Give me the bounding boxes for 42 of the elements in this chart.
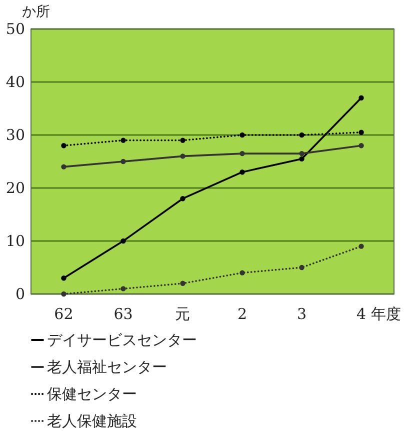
legend-label: 老人保健施設 <box>47 412 137 430</box>
point <box>61 276 66 281</box>
ytick: 20 <box>6 179 25 197</box>
point <box>358 130 364 135</box>
point <box>180 196 186 202</box>
ytick: 0 <box>15 285 25 303</box>
point <box>358 244 364 249</box>
xtick: 4 <box>356 305 366 323</box>
xtick: 62 <box>54 305 74 323</box>
point <box>180 138 186 143</box>
xtick: 2 <box>237 305 248 323</box>
ytick: 50 <box>6 20 25 38</box>
point <box>61 143 66 148</box>
legend-label: デイサービスセンター <box>47 331 197 349</box>
point <box>120 286 126 292</box>
point <box>240 150 245 156</box>
point <box>120 138 126 143</box>
point <box>61 291 66 297</box>
xtick: 63 <box>114 305 133 323</box>
ytick: 10 <box>6 232 25 250</box>
point <box>180 154 186 159</box>
point <box>240 132 245 138</box>
point <box>358 143 364 148</box>
legend-label: 保健センター <box>47 385 137 403</box>
xtick: 元 <box>175 305 190 323</box>
xlabel: 年度 <box>371 305 402 323</box>
point <box>240 270 245 276</box>
point <box>299 264 304 270</box>
point <box>120 238 126 244</box>
point <box>299 150 304 156</box>
legend-label: 老人福祉センター <box>47 358 167 376</box>
point <box>358 95 364 100</box>
ytick: 30 <box>6 126 25 144</box>
point <box>61 164 66 170</box>
point <box>299 132 304 138</box>
ylabel: か所 <box>22 4 50 20</box>
point <box>299 156 304 162</box>
point <box>240 170 245 175</box>
point <box>120 158 126 164</box>
xtick: 3 <box>297 305 307 323</box>
point <box>180 280 186 286</box>
ytick: 40 <box>6 73 25 91</box>
